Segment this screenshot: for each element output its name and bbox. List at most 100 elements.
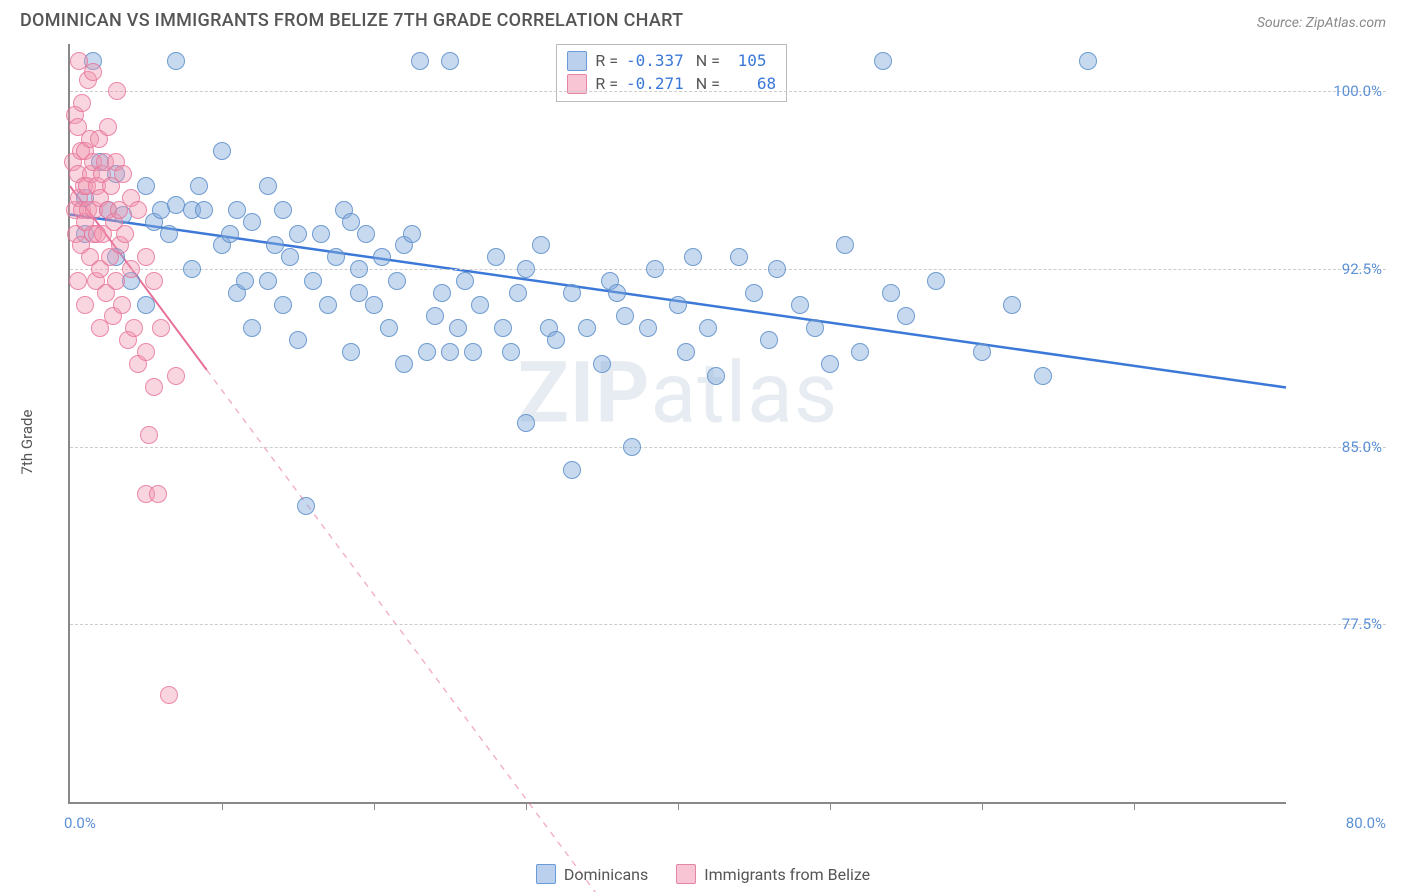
point-dominicans: [190, 177, 208, 195]
point-belize: [73, 94, 91, 112]
point-dominicans: [851, 343, 869, 361]
gridline: [70, 91, 1386, 92]
x-tick: [1134, 802, 1135, 810]
point-belize: [113, 296, 131, 314]
legend-item-dominicans: Dominicans: [536, 864, 648, 884]
point-dominicans: [449, 319, 467, 337]
point-dominicans: [342, 213, 360, 231]
point-dominicans: [195, 201, 213, 219]
x-tick: [222, 802, 223, 810]
x-tick: [982, 802, 983, 810]
point-dominicans: [418, 343, 436, 361]
point-dominicans: [471, 296, 489, 314]
y-axis-label: 7th Grade: [18, 410, 36, 475]
plot-region: ZIPatlas R = -0.337 N = 105 R = -0.271 N…: [68, 44, 1286, 804]
gridline: [70, 269, 1386, 270]
point-dominicans: [274, 296, 292, 314]
chart-area: 7th Grade ZIPatlas R = -0.337 N = 105 R …: [20, 44, 1386, 840]
legend-label-blue: Dominicans: [564, 865, 648, 884]
point-dominicans: [821, 355, 839, 373]
point-dominicans: [730, 248, 748, 266]
point-dominicans: [707, 367, 725, 385]
x-tick: [830, 802, 831, 810]
point-dominicans: [426, 307, 444, 325]
point-belize: [137, 248, 155, 266]
point-dominicans: [221, 225, 239, 243]
point-dominicans: [304, 272, 322, 290]
point-belize: [160, 686, 178, 704]
point-dominicans: [578, 319, 596, 337]
legend-label-pink: Immigrants from Belize: [704, 865, 870, 884]
stats-row-blue: R = -0.337 N = 105: [567, 49, 776, 72]
point-dominicans: [768, 260, 786, 278]
point-dominicans: [289, 225, 307, 243]
point-belize: [84, 63, 102, 81]
legend: Dominicans Immigrants from Belize: [0, 864, 1406, 884]
point-dominicans: [874, 52, 892, 70]
point-dominicans: [502, 343, 520, 361]
point-belize: [145, 272, 163, 290]
legend-swatch-pink: [676, 864, 696, 884]
point-dominicans: [441, 52, 459, 70]
point-belize: [69, 272, 87, 290]
point-dominicans: [616, 307, 634, 325]
point-dominicans: [357, 225, 375, 243]
point-belize: [140, 426, 158, 444]
point-dominicans: [464, 343, 482, 361]
point-dominicans: [517, 260, 535, 278]
point-dominicans: [456, 272, 474, 290]
point-dominicans: [1034, 367, 1052, 385]
point-dominicans: [236, 272, 254, 290]
point-belize: [149, 485, 167, 503]
point-dominicans: [167, 52, 185, 70]
stat-r-label: R =: [595, 49, 618, 72]
point-belize: [125, 319, 143, 337]
point-dominicans: [160, 225, 178, 243]
point-dominicans: [563, 284, 581, 302]
point-dominicans: [677, 343, 695, 361]
point-dominicans: [411, 52, 429, 70]
point-dominicans: [350, 284, 368, 302]
y-tick-label: 77.5%: [1292, 615, 1382, 633]
gridline: [70, 624, 1386, 625]
point-belize: [108, 82, 126, 100]
point-dominicans: [639, 319, 657, 337]
point-belize: [122, 260, 140, 278]
point-dominicans: [517, 414, 535, 432]
point-dominicans: [699, 319, 717, 337]
point-dominicans: [745, 284, 763, 302]
x-max-label: 80.0%: [1296, 814, 1386, 832]
point-belize: [76, 296, 94, 314]
point-dominicans: [183, 260, 201, 278]
point-dominicans: [137, 177, 155, 195]
point-belize: [107, 272, 125, 290]
point-dominicans: [836, 236, 854, 254]
point-dominicans: [259, 177, 277, 195]
point-dominicans: [350, 260, 368, 278]
point-dominicans: [297, 497, 315, 515]
point-dominicans: [228, 201, 246, 219]
point-dominicans: [882, 284, 900, 302]
point-dominicans: [312, 225, 330, 243]
point-dominicans: [213, 142, 231, 160]
point-dominicans: [927, 272, 945, 290]
point-dominicans: [289, 331, 307, 349]
point-dominicans: [509, 284, 527, 302]
point-belize: [137, 343, 155, 361]
point-dominicans: [897, 307, 915, 325]
chart-header: DOMINICAN VS IMMIGRANTS FROM BELIZE 7TH …: [0, 0, 1406, 37]
point-belize: [129, 201, 147, 219]
swatch-blue: [567, 51, 587, 71]
point-dominicans: [380, 319, 398, 337]
point-dominicans: [563, 461, 581, 479]
point-dominicans: [791, 296, 809, 314]
point-dominicans: [243, 213, 261, 231]
point-dominicans: [433, 284, 451, 302]
point-dominicans: [760, 331, 778, 349]
point-dominicans: [1079, 52, 1097, 70]
point-dominicans: [243, 319, 261, 337]
point-dominicans: [373, 248, 391, 266]
stats-box: R = -0.337 N = 105 R = -0.271 N = 68: [556, 44, 787, 102]
point-dominicans: [646, 260, 664, 278]
point-dominicans: [547, 331, 565, 349]
